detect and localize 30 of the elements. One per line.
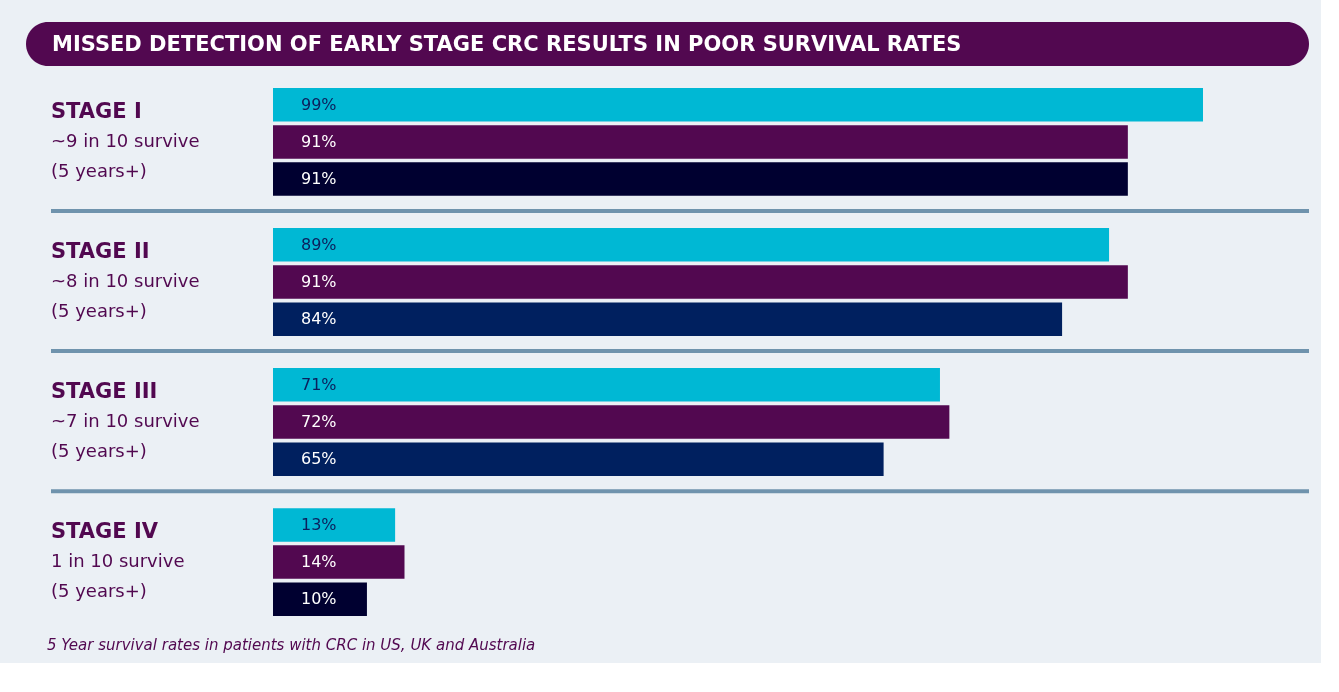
data-label: 91% [301,169,337,189]
chart-title: MISSED DETECTION OF EARLY STAGE CRC RESULTS IN POOR SURVIVAL RATES [52,32,962,56]
category-label: STAGE II ~8 in 10 survive (5 years+) [51,238,200,321]
category-label: STAGE IV 1 in 10 survive (5 years+) [51,519,185,602]
data-label: 89% [301,234,337,254]
bar [273,302,1063,336]
data-label: 72% [301,412,337,432]
data-label: 91% [301,271,337,291]
data-label: 71% [301,374,337,394]
data-label: 13% [301,514,337,534]
bar [273,88,1203,122]
category-label: STAGE I ~9 in 10 survive (5 years+) [51,98,200,181]
bar [273,508,396,542]
bar [273,442,884,476]
text: 5 Year survival rates in patients with CRC in US, UK and Australia [47,636,536,654]
bar [273,368,940,402]
data-label: 91% [301,131,337,151]
bar [273,125,1128,159]
bar [273,405,950,439]
bar [273,162,1128,196]
bar [273,265,1128,299]
bar [273,228,1110,262]
data-label: 10% [301,589,337,609]
data-label: 65% [301,449,337,469]
data-label: 84% [301,309,337,329]
data-label: 14% [301,552,337,572]
category-label: STAGE III ~7 in 10 survive (5 years+) [51,379,200,462]
data-label: 99% [301,94,337,114]
bar [273,582,367,616]
bar [273,545,405,579]
